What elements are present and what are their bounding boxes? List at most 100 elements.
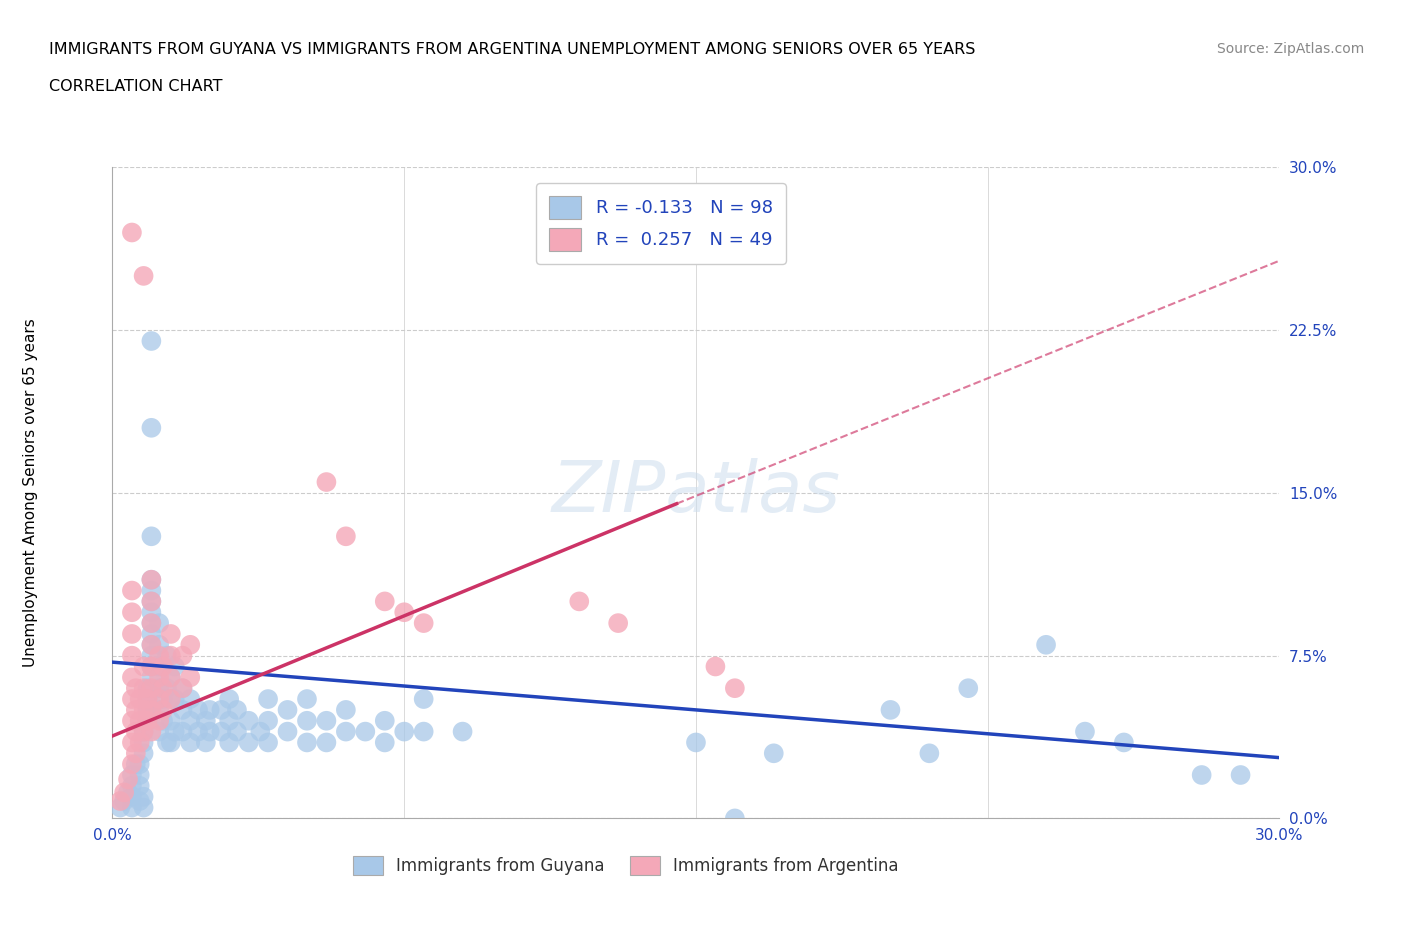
Point [141,659,163,674]
Point [121,767,143,782]
Point [132,800,155,815]
Point [128,713,150,728]
Point [179,637,201,652]
Text: Source: ZipAtlas.com: Source: ZipAtlas.com [1216,42,1364,56]
Point [607,616,630,631]
Point [136,681,159,696]
Point [374,713,396,728]
Point [132,681,155,696]
Point [1112,735,1135,750]
Point [179,692,201,707]
Point [121,800,143,815]
Point [335,529,357,544]
Point [121,757,143,772]
Point [121,604,143,619]
Point [121,225,143,240]
Text: CORRELATION CHART: CORRELATION CHART [49,79,222,94]
Point [128,757,150,772]
Point [121,648,143,663]
Point [179,713,201,728]
Point [724,811,747,826]
Text: Unemployment Among Seniors over 65 years: Unemployment Among Seniors over 65 years [24,319,38,668]
Point [125,681,148,696]
Point [218,713,240,728]
Point [685,735,707,750]
Point [160,670,183,684]
Point [125,724,148,739]
Point [335,702,357,717]
Point [141,594,163,609]
Point [724,681,747,696]
Point [249,724,271,739]
Point [187,724,209,739]
Point [160,648,183,663]
Legend: Immigrants from Guyana, Immigrants from Argentina: Immigrants from Guyana, Immigrants from … [346,849,905,882]
Point [141,334,163,349]
Text: ZIPatlas: ZIPatlas [551,458,841,527]
Point [141,670,163,684]
Point [762,746,785,761]
Point [1035,637,1057,652]
Point [179,670,201,684]
Point [125,746,148,761]
Point [110,800,132,815]
Point [172,724,194,739]
Point [276,702,298,717]
Point [121,692,143,707]
Point [226,702,249,717]
Point [918,746,941,761]
Point [198,724,221,739]
Point [160,692,183,707]
Point [156,735,179,750]
Point [148,702,170,717]
Point [295,735,318,750]
Point [187,702,209,717]
Point [148,692,170,707]
Point [1191,767,1213,782]
Point [172,648,194,663]
Point [148,659,170,674]
Point [152,692,174,707]
Point [141,572,163,587]
Point [315,735,337,750]
Point [148,637,170,652]
Point [160,627,183,642]
Point [879,702,901,717]
Point [451,724,474,739]
Point [110,793,132,808]
Point [257,735,280,750]
Point [141,572,163,587]
Point [704,659,727,674]
Point [141,659,163,674]
Point [132,724,155,739]
Point [238,713,260,728]
Point [152,713,174,728]
Point [394,724,416,739]
Point [179,735,201,750]
Point [141,702,163,717]
Point [218,692,240,707]
Point [194,713,217,728]
Point [1229,767,1251,782]
Point [121,778,143,793]
Point [148,616,170,631]
Point [172,702,194,717]
Point [141,702,163,717]
Point [121,670,143,684]
Point [412,724,434,739]
Point [257,713,280,728]
Point [148,670,170,684]
Point [121,790,143,804]
Point [148,681,170,696]
Point [172,681,194,696]
Point [152,681,174,696]
Point [132,269,155,284]
Point [160,692,183,707]
Point [121,627,143,642]
Point [132,659,155,674]
Point [156,648,179,663]
Point [295,713,318,728]
Point [128,735,150,750]
Text: IMMIGRANTS FROM GUYANA VS IMMIGRANTS FROM ARGENTINA UNEMPLOYMENT AMONG SENIORS O: IMMIGRANTS FROM GUYANA VS IMMIGRANTS FRO… [49,42,976,57]
Point [141,420,163,435]
